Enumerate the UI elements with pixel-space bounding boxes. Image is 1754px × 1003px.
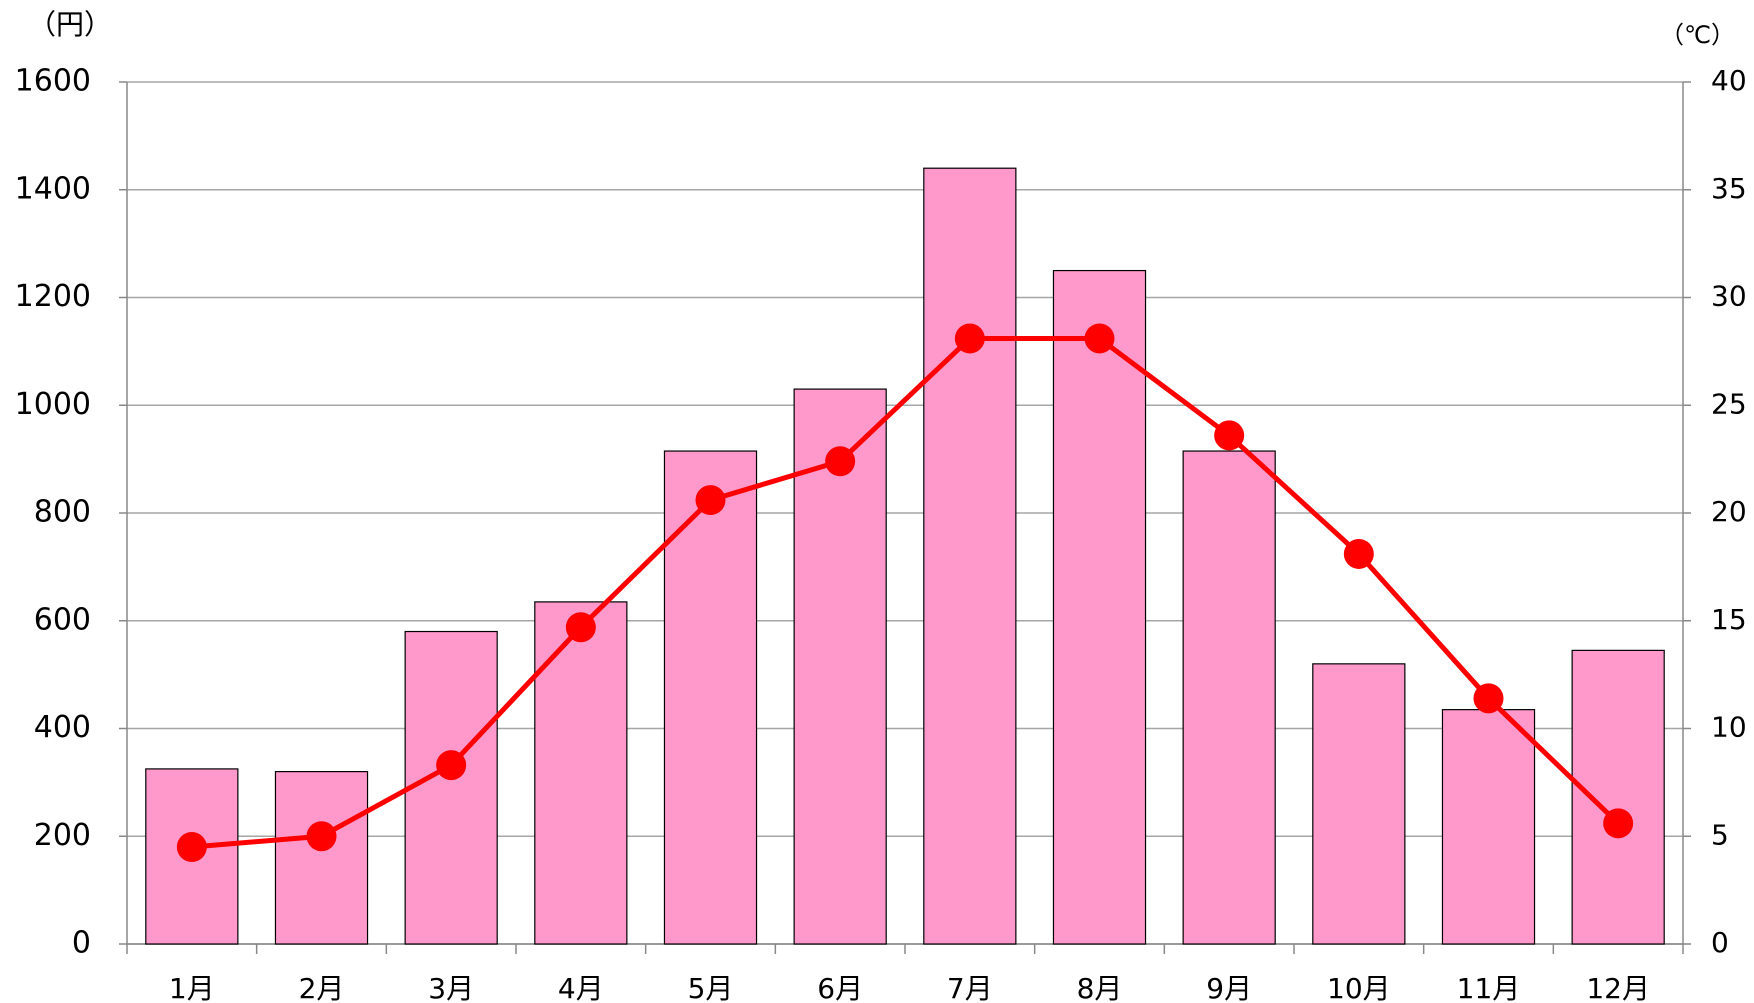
x-tick-label: 11月 <box>1457 972 1521 1003</box>
x-tick-label: 6月 <box>817 972 863 1003</box>
y2-tick-label: 15 <box>1711 603 1747 636</box>
x-tick-label: 5月 <box>688 972 734 1003</box>
bar <box>1571 649 1665 945</box>
y2-tick-label: 5 <box>1711 818 1729 851</box>
y-tick-label: 1000 <box>15 387 91 422</box>
line-marker <box>1214 420 1245 451</box>
y-tick-label: 1600 <box>15 64 91 99</box>
line-marker <box>825 446 856 477</box>
bar <box>923 167 1017 945</box>
line-marker <box>565 612 596 643</box>
line-marker <box>954 323 985 354</box>
bar <box>1182 450 1276 945</box>
bar <box>663 450 758 945</box>
line-marker <box>306 821 337 852</box>
line-marker <box>1473 683 1504 714</box>
line-marker <box>1603 808 1634 839</box>
y-tick-label: 600 <box>34 602 91 637</box>
x-tick-label: 2月 <box>299 972 345 1003</box>
x-tick-label: 3月 <box>428 972 474 1003</box>
y2-tick-label: 30 <box>1711 280 1747 313</box>
x-tick-label: 4月 <box>558 972 604 1003</box>
bar <box>1312 663 1406 945</box>
x-tick-label: 8月 <box>1077 972 1123 1003</box>
y-tick-label: 400 <box>34 710 91 745</box>
y2-axis-label: （℃） <box>1660 21 1735 49</box>
bar <box>793 388 887 945</box>
y2-tick-label: 0 <box>1711 926 1729 959</box>
line-marker <box>695 485 726 516</box>
x-tick-label: 12月 <box>1586 972 1650 1003</box>
line-marker <box>1084 323 1115 354</box>
y-tick-label: 0 <box>72 926 91 961</box>
x-tick-label: 9月 <box>1206 972 1252 1003</box>
x-tick-label: 10月 <box>1327 972 1391 1003</box>
y-tick-label: 200 <box>34 818 91 853</box>
line-marker <box>1343 538 1374 569</box>
y2-tick-label: 25 <box>1711 387 1747 420</box>
bar <box>1441 709 1536 945</box>
y2-tick-label: 10 <box>1711 711 1747 744</box>
x-tick-label: 1月 <box>169 972 215 1003</box>
bar <box>1052 269 1147 945</box>
y-tick-label: 1200 <box>15 279 91 314</box>
line <box>191 335 1620 850</box>
y2-tick-label: 35 <box>1711 172 1747 205</box>
y-axis-label: （円） <box>28 8 112 41</box>
bar <box>404 630 498 945</box>
line-marker <box>176 832 207 863</box>
x-tick-label: 7月 <box>947 972 993 1003</box>
bar <box>534 601 628 945</box>
y2-tick-label: 20 <box>1711 495 1747 528</box>
line-marker <box>436 750 467 781</box>
y-tick-label: 1400 <box>15 171 91 206</box>
y2-tick-label: 40 <box>1711 64 1747 97</box>
bar <box>274 770 369 945</box>
y-tick-label: 800 <box>34 495 91 530</box>
